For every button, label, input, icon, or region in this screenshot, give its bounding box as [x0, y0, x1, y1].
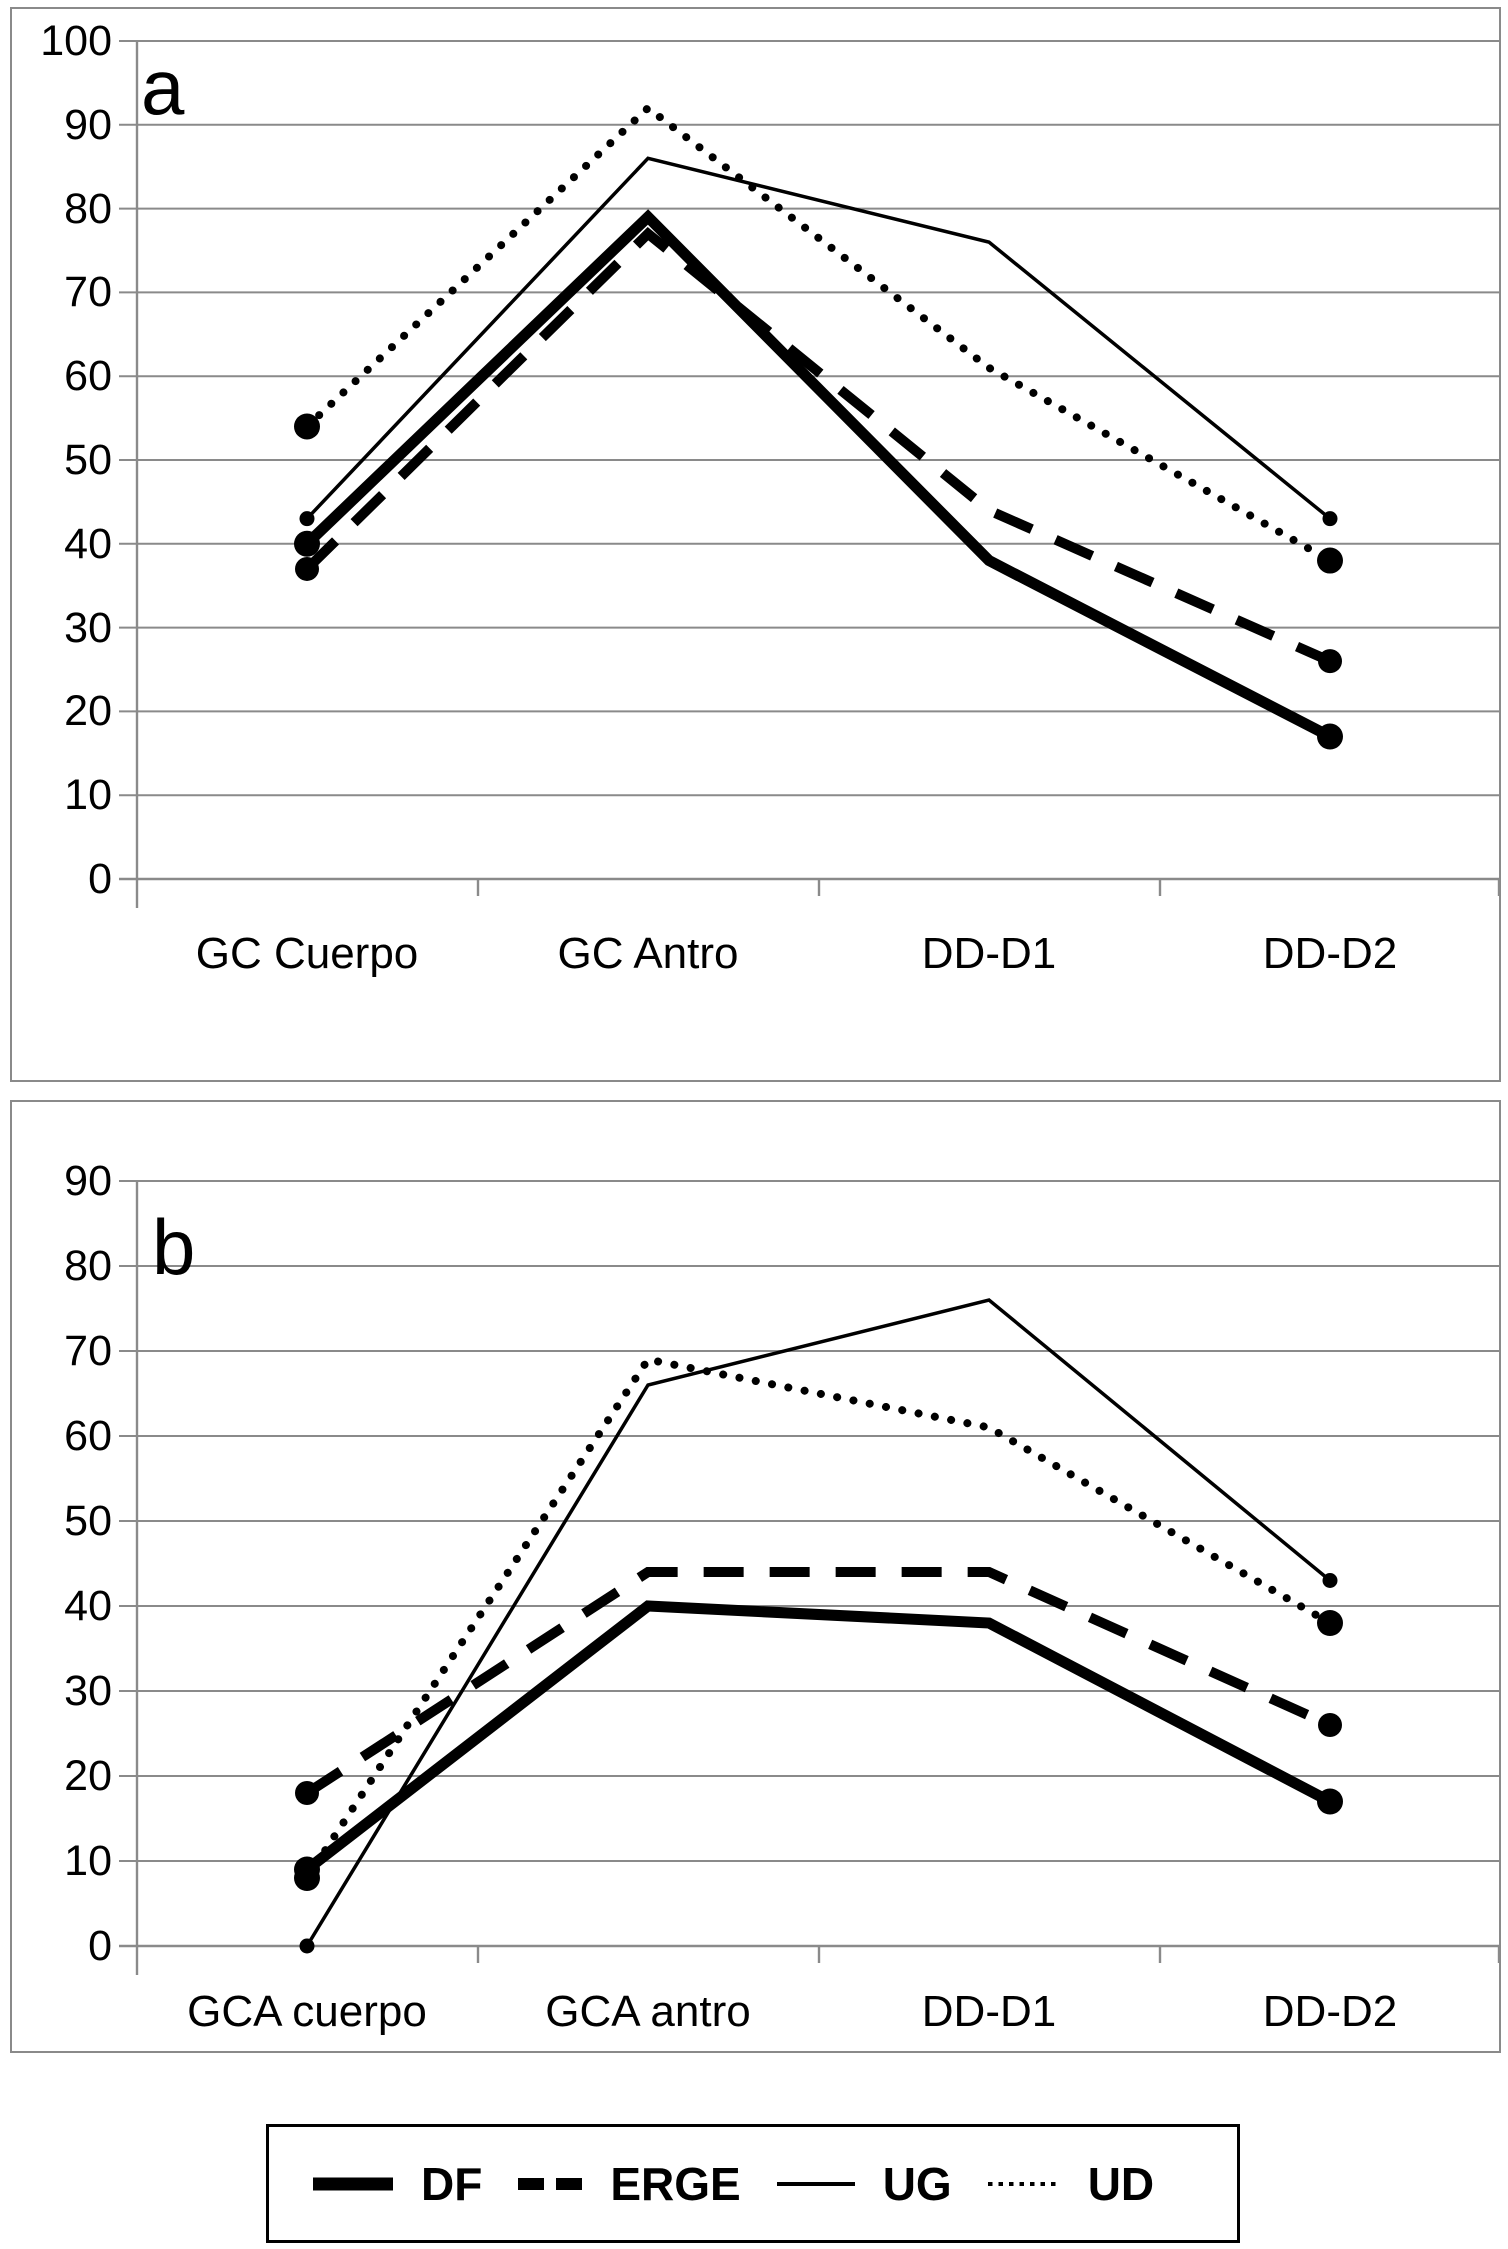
panel-a-y-tick-label: 20	[64, 687, 112, 736]
panel-b-x-category-label: GCA antro	[545, 1987, 751, 2036]
panel-a-x-category-label: DD-D2	[1262, 929, 1398, 978]
panel-b-x-category-label: GCA cuerpo	[187, 1987, 427, 2036]
panel-b-series-line-erge	[304, 1567, 1333, 1798]
panel-b-marker-ug-start	[299, 1938, 315, 1954]
panel-a-y-tick-label: 100	[40, 17, 112, 65]
panel-a-y-tick-label: 90	[64, 100, 112, 149]
panel-a-marker-ud-end	[1317, 547, 1343, 574]
panel-b-y-tick-label: 50	[64, 1497, 112, 1545]
panel-b-y-tick-label: 90	[64, 1157, 112, 1205]
panel-b-y-tick-label: 20	[64, 1752, 112, 1800]
panel-b-y-tick-label: 0	[88, 1922, 112, 1970]
dashed-line-icon	[518, 2177, 583, 2190]
panel-b-marker-df-start	[294, 1856, 320, 1883]
panel-b-y-tick-label: 10	[64, 1837, 112, 1885]
panel-a-y-tick-label: 80	[64, 184, 112, 233]
panel-b-series-line-ug	[305, 1298, 1332, 1947]
panel-a-series-line-ud	[303, 102, 1334, 565]
panel-a-marker-ug-start	[299, 511, 315, 527]
panel-b-y-tick-label: 40	[64, 1582, 112, 1630]
panel-a-y-tick-label: 30	[64, 603, 112, 652]
panel-a-y-tick-label: 10	[64, 771, 112, 820]
panel-a-y-tick-label: 60	[64, 352, 112, 401]
panel-a-y-tick-label: 40	[64, 519, 112, 568]
panel-a-series-line-ug	[305, 156, 1332, 521]
panel-b-y-tick-label: 60	[64, 1412, 112, 1460]
panel-b-y-tick-label: 70	[64, 1327, 112, 1375]
legend-label-ud: UD	[1087, 2157, 1155, 2210]
legend-item-ug: UG	[775, 2161, 952, 2207]
legend-label-ug: UG	[882, 2157, 952, 2210]
thick-solid-line-icon	[313, 2177, 393, 2190]
panel-a-y-tick-label: 0	[88, 855, 112, 903]
legend-item-ud: UD	[986, 2161, 1154, 2207]
panel-a-marker-erge-start	[295, 556, 319, 581]
panel-a-letter: a	[141, 43, 185, 131]
legend-label-df: DF	[421, 2157, 483, 2210]
panel-b-frame	[10, 1100, 1501, 2053]
panel-a-x-category-label: GC Antro	[557, 929, 739, 978]
panel-b-letter: b	[152, 1203, 196, 1291]
panel-a-plot	[119, 40, 1501, 908]
panel-b-marker-df-end	[1317, 1788, 1343, 1815]
panel-a-x-category-label: DD-D1	[921, 929, 1057, 978]
panel-b-plot	[119, 1180, 1501, 1975]
panel-b-y-tick-label: 80	[64, 1242, 112, 1290]
panel-a-marker-df-start	[294, 530, 320, 557]
panel-b-y-tick-label: 30	[64, 1667, 112, 1715]
legend-box: DF ERGE UG UD	[266, 2124, 1240, 2243]
panel-b-marker-ug-end	[1322, 1573, 1338, 1588]
panel-a-y-tick-label: 50	[64, 436, 112, 484]
panel-b-x-category-label: DD-D2	[1262, 1987, 1398, 2036]
panel-a-marker-ug-end	[1322, 511, 1338, 527]
panel-b-x-category-label: DD-D1	[921, 1987, 1057, 2036]
thin-solid-line-icon	[776, 2181, 855, 2186]
panel-a-series-line-erge	[303, 227, 1333, 666]
panel-a-marker-df-end	[1317, 723, 1343, 750]
panel-a-y-tick-label: 70	[64, 268, 112, 317]
dotted-line-icon	[987, 2181, 1060, 2186]
legend-label-erge: ERGE	[610, 2157, 741, 2210]
legend-item-erge: ERGE	[516, 2157, 741, 2210]
panel-b-marker-ud-end	[1317, 1610, 1343, 1636]
panel-b-series-line-ud	[303, 1355, 1334, 1882]
panel-b-marker-erge-end	[1318, 1713, 1342, 1737]
legend-item-df: DF	[311, 2161, 482, 2207]
panel-b-marker-erge-start	[295, 1781, 319, 1805]
panel-a-marker-erge-end	[1318, 649, 1342, 674]
panel-a-x-category-label: GC Cuerpo	[195, 929, 419, 978]
panel-b-series-line-df	[303, 1600, 1333, 1874]
panel-a-series-line-df	[303, 209, 1333, 742]
panel-a-marker-ud-start	[294, 413, 320, 440]
